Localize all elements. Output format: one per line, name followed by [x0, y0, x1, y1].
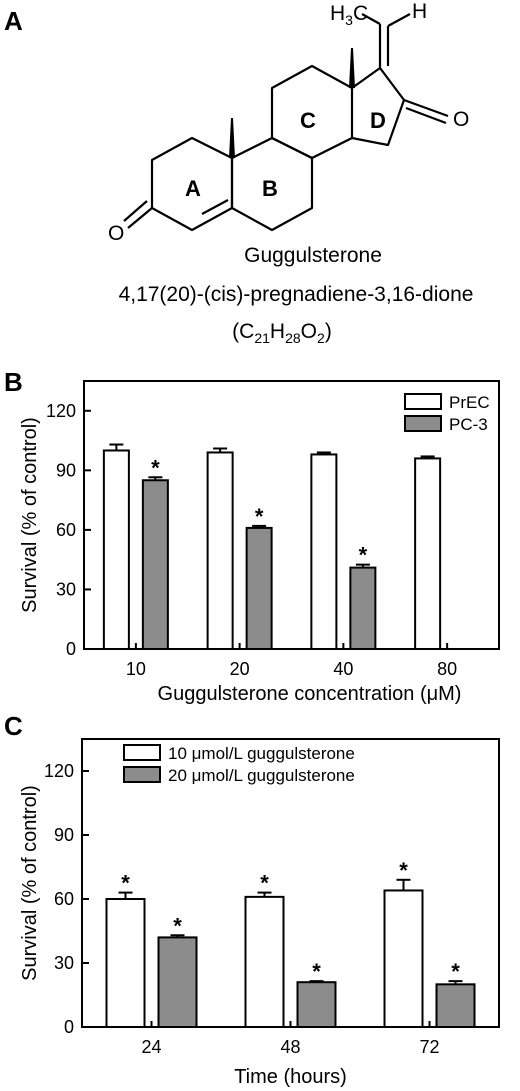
chart-b-y-axis-title: Survival (% of control) — [19, 417, 41, 613]
panel-c-letter: C — [4, 711, 23, 741]
methyl-label: H3C — [330, 2, 368, 28]
ring-label-d: D — [370, 108, 386, 133]
ring-d — [351, 66, 406, 147]
panel-a: A A B C — [4, 0, 473, 346]
carbonyl-c3-second — [123, 200, 148, 222]
chart-b-ytick-label: 0 — [66, 639, 76, 659]
chart-b-legend-label: PrEC — [449, 393, 490, 412]
chart-b-xtick-label: 10 — [126, 659, 146, 679]
chart-b-xtick-label: 80 — [437, 659, 457, 679]
chart-b-ytick-label: 60 — [56, 520, 76, 540]
chart-c-legend-label: 20 μmol/L guggulsterone — [168, 766, 355, 785]
chart-c-ytick-label: 90 — [54, 825, 74, 845]
chart-c-significance-marker: * — [173, 913, 182, 938]
chart-c-xtick-label: 24 — [141, 1037, 161, 1057]
chart-b-x-axis-title: Guggulsterone concentration (μM) — [158, 683, 462, 705]
methyl-c18-wedge — [349, 48, 355, 88]
h-c20-bond — [387, 13, 411, 27]
chart-b-significance-marker: * — [359, 543, 368, 568]
panel-b-letter: B — [4, 367, 23, 397]
oxygen-label-c16: O — [453, 108, 469, 131]
chart-c-legend-swatch — [123, 766, 161, 783]
chart-b-bar-series1 — [310, 453, 338, 650]
ring-label-c: C — [300, 108, 316, 133]
chart-c-ytick-label: 120 — [44, 761, 74, 781]
methyl-c21-bond — [361, 13, 381, 25]
hydrogen-label: H — [412, 0, 427, 23]
double-bond-c4-c5 — [201, 199, 229, 215]
chart-b-bar-series2 — [141, 479, 169, 650]
chart-c-bar-series1 — [105, 898, 146, 1028]
chart-b-ytick-label: 30 — [56, 579, 76, 599]
carbonyl-c3 — [127, 207, 153, 229]
chart-c-significance-marker: * — [312, 959, 321, 984]
chart-b-ytick-label: 120 — [46, 401, 76, 421]
panel-a-letter: A — [4, 6, 23, 36]
chart-b-ytick-label: 90 — [56, 460, 76, 480]
chart-b-bar-series2 — [245, 526, 273, 650]
chart-c-bar-series2 — [157, 936, 198, 1029]
chart-c-ytick-label: 0 — [64, 1017, 74, 1037]
chart-c-legend-swatch — [123, 744, 161, 761]
compound-name: Guggulsterone — [244, 244, 382, 267]
oxygen-label-c3: O — [108, 222, 124, 245]
chart-c-y-axis-title: Survival (% of control) — [19, 785, 41, 981]
chart-b-significance-marker: * — [151, 455, 160, 480]
ring-label-a: A — [185, 176, 201, 201]
chart-c-bar-series2 — [435, 983, 476, 1028]
chart-c-ytick-label: 30 — [54, 953, 74, 973]
chart-b-xtick-label: 40 — [333, 659, 353, 679]
chart-b-legend-swatch — [404, 415, 442, 432]
ring-label-b: B — [262, 176, 278, 201]
chart-b-significance-marker: * — [255, 504, 264, 529]
chart-c-significance-marker: * — [121, 871, 130, 896]
chart-c-bar-series1 — [383, 889, 424, 1029]
chart-b-plot-frame — [83, 380, 500, 650]
chart-c-significance-marker: * — [399, 858, 408, 883]
carbonyl-c16-second — [405, 106, 447, 125]
chart-c-xtick-label: 48 — [280, 1037, 300, 1057]
chart-b-bar-series1 — [206, 451, 234, 651]
methyl-c19-wedge — [229, 118, 235, 158]
chart-c-significance-marker: * — [451, 959, 460, 984]
chart-c-x-axis-title: Time (hours) — [234, 1066, 347, 1088]
chart-b-xtick-label: 20 — [230, 659, 250, 679]
chart-c-significance-marker: * — [260, 871, 269, 896]
carbonyl-c16 — [403, 98, 449, 118]
chart-c-bar-series1 — [244, 895, 285, 1028]
chart-b-bar-series2 — [349, 566, 377, 651]
molecular-formula: (C21H28O2) — [232, 320, 332, 346]
guggulsterone-structure — [123, 13, 449, 232]
iupac-name: 4,17(20)-(cis)-pregnadiene-3,16-dione — [119, 283, 474, 306]
chart-b-bar-series1 — [102, 449, 130, 650]
chart-c-xtick-label: 72 — [419, 1037, 439, 1057]
chart-b-legend-label: PC-3 — [449, 415, 488, 434]
chart-c-bar-series2 — [296, 981, 337, 1029]
chart-b-legend-swatch — [404, 393, 442, 410]
chart-c-ytick-label: 60 — [54, 889, 74, 909]
chart-c-legend-label: 10 μmol/L guggulsterone — [168, 744, 355, 763]
chart-b-bar-series1 — [414, 457, 442, 650]
